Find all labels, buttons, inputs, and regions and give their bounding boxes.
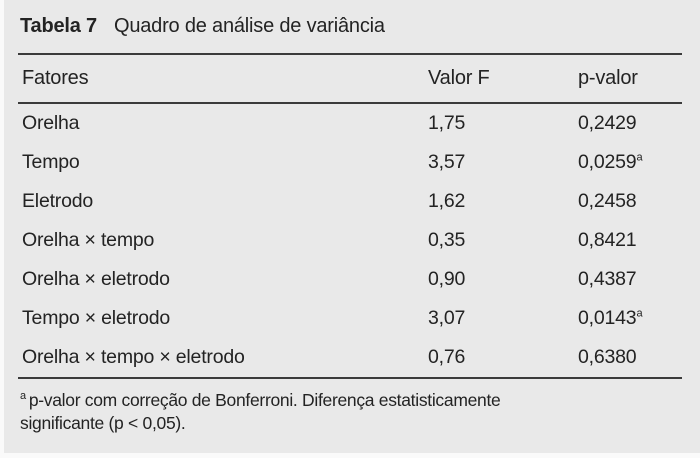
scan-edge-bottom bbox=[0, 453, 700, 458]
footnote-marker: a bbox=[20, 390, 26, 403]
p-valor-cell: 0,0143a bbox=[578, 307, 700, 330]
p-valor-cell: 0,6380 bbox=[578, 346, 700, 369]
table-rows: Orelha 1,75 0,2429 Tempo 3,57 0,0259a El… bbox=[0, 104, 700, 377]
p-value-superscript: a bbox=[636, 307, 643, 320]
valor-f-cell: 1,62 bbox=[428, 190, 466, 212]
p-valor-cell: 0,8421 bbox=[578, 229, 700, 252]
factor-cell: Orelha × tempo × eletrodo bbox=[22, 346, 245, 368]
valor-f-cell: 0,90 bbox=[428, 268, 466, 290]
p-value: 0,0143 bbox=[578, 307, 637, 329]
factor-cell: Eletrodo bbox=[22, 190, 94, 212]
p-value: 0,2458 bbox=[578, 190, 637, 212]
table-header-row: Fatores Valor F p-valor bbox=[0, 55, 700, 102]
table-row: Orelha × tempo 0,35 0,8421 bbox=[0, 221, 700, 260]
table-row: Eletrodo 1,62 0,2458 bbox=[0, 182, 700, 221]
p-value: 0,2429 bbox=[578, 112, 637, 134]
table-footnote: a p-valor com correção de Bonferroni. Dif… bbox=[20, 389, 682, 435]
p-value: 0,4387 bbox=[578, 268, 637, 290]
table-row: Tempo × eletrodo 3,07 0,0143a bbox=[0, 299, 700, 338]
footnote-line-2: significante (p < 0,05). bbox=[20, 413, 186, 433]
scan-edge-left bbox=[0, 0, 4, 458]
valor-f-cell: 3,57 bbox=[428, 151, 466, 173]
valor-f-cell: 0,35 bbox=[428, 229, 466, 251]
table-title: Quadro de análise de variância bbox=[113, 15, 385, 37]
p-valor-cell: 0,2429 bbox=[578, 112, 700, 135]
column-header-p-valor: p-valor bbox=[578, 67, 638, 89]
factor-cell: Orelha × tempo bbox=[22, 229, 155, 251]
table-row: Orelha 1,75 0,2429 bbox=[0, 104, 700, 143]
p-valor-cell: 0,2458 bbox=[578, 190, 700, 213]
valor-f-cell: 0,76 bbox=[428, 346, 466, 368]
table-row: Orelha × tempo × eletrodo 0,76 0,6380 bbox=[0, 338, 700, 377]
footnote-line-1: p-valor com correção de Bonferroni. Dife… bbox=[28, 390, 501, 410]
table-row: Orelha × eletrodo 0,90 0,4387 bbox=[0, 260, 700, 299]
column-header-valor-f: Valor F bbox=[428, 67, 490, 89]
p-value: 0,8421 bbox=[578, 229, 637, 251]
table-number-label: Tabela 7 bbox=[20, 15, 97, 37]
table-caption: Tabela 7 Quadro de análise de variância bbox=[20, 15, 385, 38]
factor-cell: Tempo × eletrodo bbox=[22, 307, 171, 329]
p-value: 0,0259 bbox=[578, 151, 637, 173]
column-header-fatores: Fatores bbox=[22, 67, 89, 89]
p-valor-cell: 0,4387 bbox=[578, 268, 700, 291]
table-row: Tempo 3,57 0,0259a bbox=[0, 143, 700, 182]
rule-top bbox=[18, 53, 682, 55]
factor-cell: Orelha bbox=[22, 112, 80, 134]
p-value-superscript: a bbox=[636, 151, 643, 164]
rule-below-header bbox=[18, 102, 682, 104]
p-value: 0,6380 bbox=[578, 346, 637, 368]
factor-cell: Tempo bbox=[22, 151, 80, 173]
valor-f-cell: 1,75 bbox=[428, 112, 466, 134]
rule-bottom bbox=[18, 377, 682, 379]
p-valor-cell: 0,0259a bbox=[578, 151, 700, 174]
valor-f-cell: 3,07 bbox=[428, 307, 466, 329]
factor-cell: Orelha × eletrodo bbox=[22, 268, 170, 290]
